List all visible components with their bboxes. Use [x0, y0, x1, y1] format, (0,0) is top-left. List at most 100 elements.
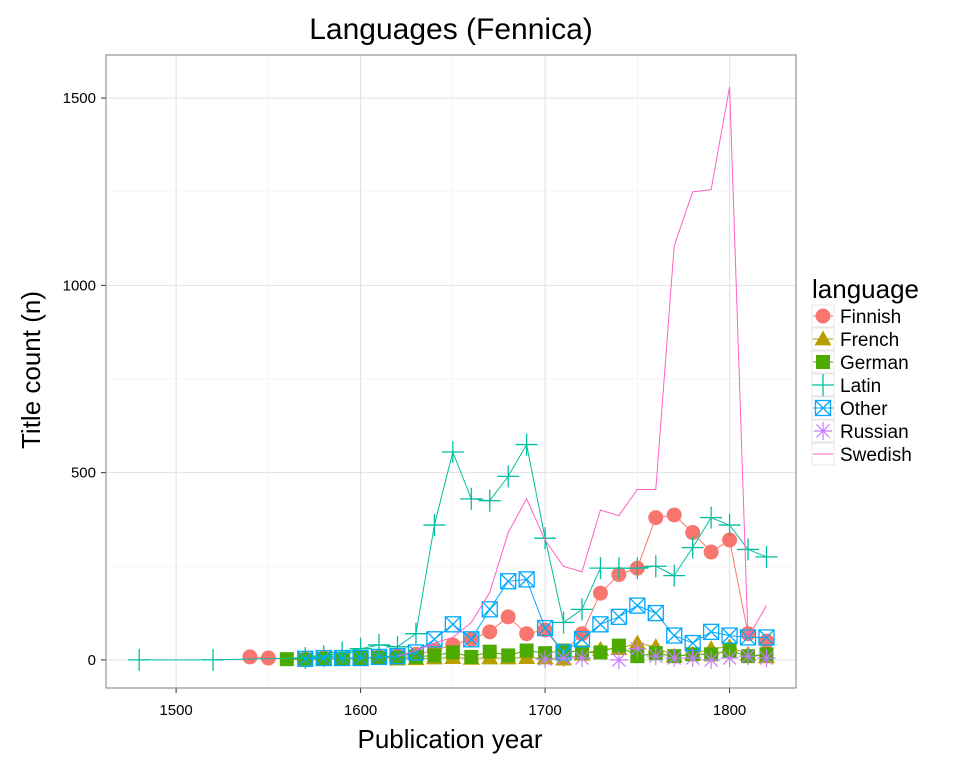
data-point-other-d2: [352, 650, 369, 666]
series-other: [297, 571, 775, 667]
data-point-finnish: [592, 585, 608, 601]
data-point-finnish: [482, 624, 498, 640]
legend-label-other: Other: [840, 399, 888, 420]
legend-label-french: French: [840, 330, 899, 351]
data-point-other-d2: [481, 601, 498, 618]
data-point-latin: [202, 648, 225, 671]
data-point-other: [518, 571, 535, 588]
data-point-other-box: [297, 650, 314, 667]
data-point-latin: [681, 536, 704, 559]
data-point-latin: [534, 527, 557, 550]
data-point-russian-d: [759, 651, 774, 665]
data-point-other-d2: [334, 650, 351, 666]
legend-label-swedish: Swedish: [840, 445, 912, 466]
data-point-other-box: [592, 616, 609, 633]
data-point-german: [445, 645, 460, 660]
data-point-other: [629, 597, 646, 614]
data-point-finnish: [574, 626, 590, 642]
data-point-other-d2: [371, 648, 388, 665]
data-point-latin: [700, 506, 723, 529]
data-point-latin: [755, 545, 778, 568]
x-tick-label: 1500: [159, 702, 192, 719]
data-point-other: [500, 573, 517, 590]
data-point-russian: [720, 649, 739, 668]
data-point-german: [427, 648, 442, 663]
data-point-other-d2: [463, 631, 480, 648]
data-point-other-d2: [629, 597, 646, 614]
data-point-other: [297, 650, 314, 667]
data-point-russian: [665, 649, 684, 668]
data-point-other: [702, 623, 720, 640]
data-point-other: [426, 631, 443, 648]
y-tick-label: 1500: [63, 90, 96, 107]
data-point-german: [482, 644, 497, 659]
data-point-other: [610, 608, 628, 625]
data-point-russian: [702, 650, 721, 669]
data-point-russian: [536, 650, 555, 669]
data-point-latin: [423, 514, 446, 537]
data-point-russian: [609, 650, 628, 669]
data-point-russian-d: [704, 653, 719, 667]
data-point-other-box: [610, 608, 628, 625]
data-point-german: [611, 638, 626, 653]
data-point-latin: [589, 557, 612, 580]
y-tick-label: 1000: [63, 277, 96, 294]
data-point-other-box: [666, 627, 683, 644]
data-point-russian-d: [648, 649, 663, 664]
data-point-other: [352, 649, 369, 667]
data-point-finnish: [722, 532, 738, 548]
data-point-other-box: [352, 649, 369, 667]
data-point-latin: [404, 622, 427, 645]
data-point-latin: [386, 635, 409, 658]
data-point-other-box: [702, 623, 720, 640]
legend-key-marker-d: [816, 424, 830, 438]
legend-label-latin: Latin: [840, 376, 881, 397]
data-point-other-d2: [426, 631, 443, 648]
data-point-other: [444, 616, 461, 633]
data-point-other-d2: [610, 608, 627, 625]
data-point-other-box: [463, 631, 480, 648]
data-point-other-d2: [647, 605, 664, 622]
data-point-other-d2: [592, 616, 609, 633]
data-point-latin: [460, 487, 483, 510]
legend-item-swedish: Swedish: [811, 442, 912, 466]
data-point-finnish: [242, 649, 258, 665]
data-point-finnish: [685, 525, 701, 541]
data-point-other-d2: [407, 644, 424, 661]
series-russian: [536, 639, 776, 669]
data-point-other: [758, 629, 775, 646]
data-point-russian: [628, 639, 647, 658]
series-swedish: [397, 86, 767, 657]
data-point-other-box: [370, 648, 388, 666]
data-point-other-d2: [721, 627, 738, 644]
series-line-latin: [139, 443, 767, 661]
data-point-latin: [349, 637, 372, 660]
data-point-other-d2: [500, 573, 517, 590]
data-point-other-box: [500, 573, 517, 590]
data-point-latin: [737, 538, 760, 561]
data-point-russian: [683, 649, 702, 668]
data-point-other-d2: [574, 631, 590, 648]
data-point-german: [519, 643, 534, 658]
legend-title: language: [812, 274, 919, 304]
data-point-other: [315, 649, 332, 667]
data-point-latin: [663, 564, 686, 587]
plot-panel: [106, 55, 796, 688]
data-point-other-box: [426, 631, 443, 648]
x-tick-label: 1700: [528, 702, 561, 719]
x-tick-label: 1600: [344, 702, 377, 719]
legend-label-finnish: Finnish: [840, 307, 901, 328]
data-point-other-d2: [758, 629, 775, 646]
data-point-other-box: [518, 571, 535, 588]
data-point-finnish: [648, 510, 664, 526]
data-point-other-box: [573, 631, 591, 648]
data-point-russian-d: [741, 649, 755, 664]
data-point-other-box: [629, 597, 646, 614]
legend-key-marker: [814, 399, 832, 417]
data-point-latin: [570, 598, 593, 621]
legend-item-latin: Latin: [811, 373, 881, 397]
data-point-russian: [646, 647, 665, 666]
data-point-latin: [368, 633, 391, 656]
data-point-other-d2: [518, 571, 535, 588]
